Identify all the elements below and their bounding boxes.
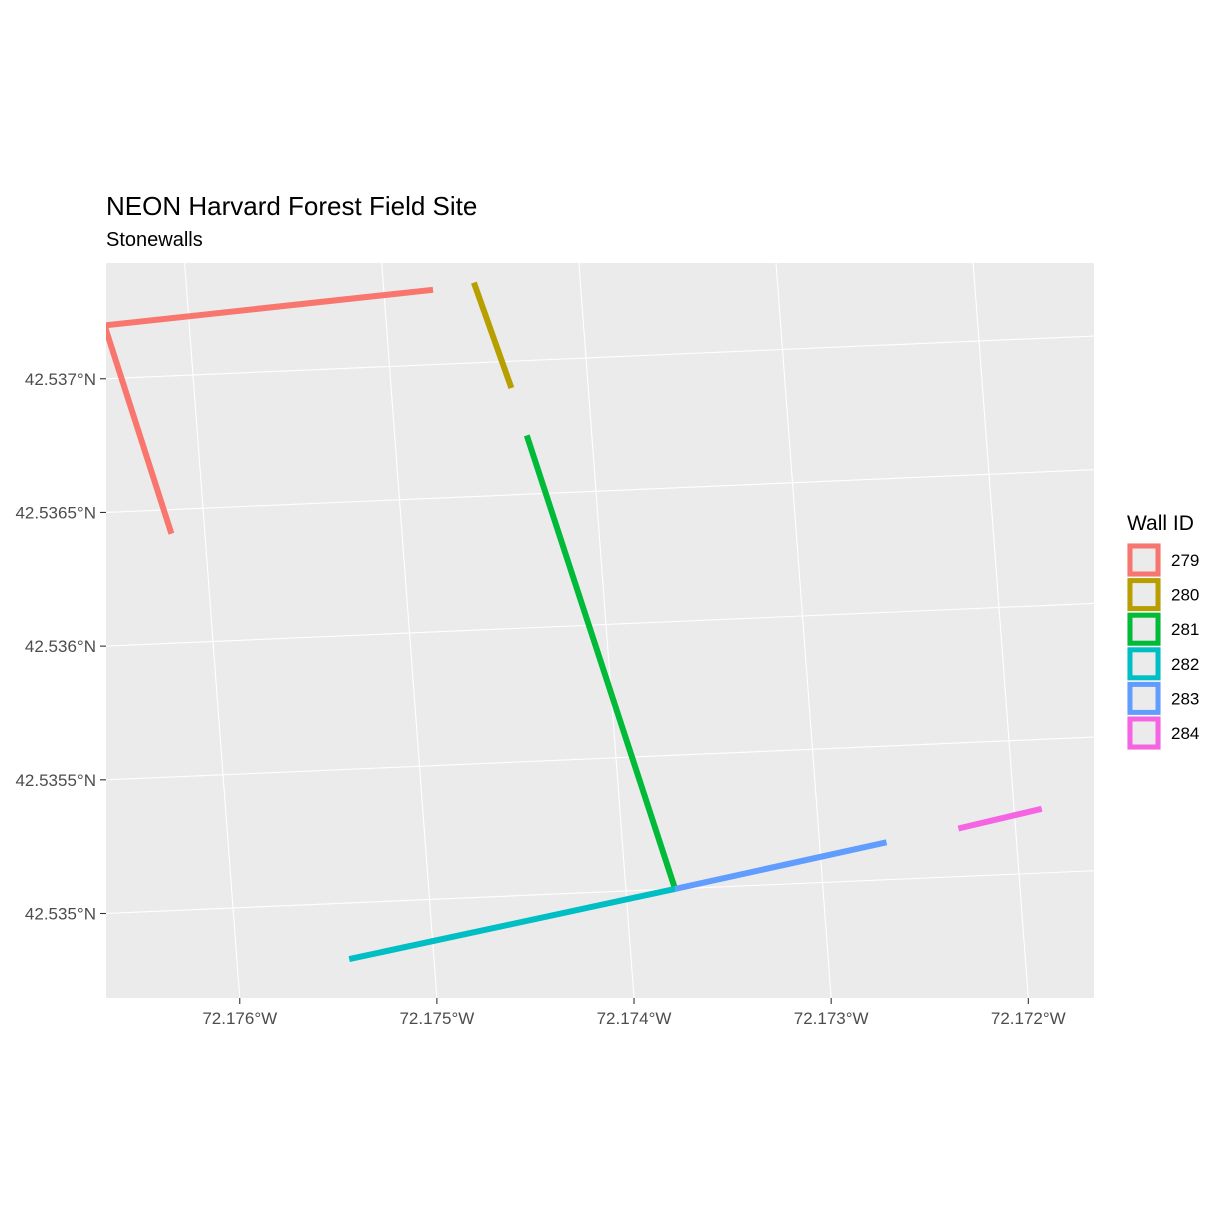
wall-281-line [523, 434, 678, 890]
chart-title: NEON Harvard Forest Field Site [106, 191, 477, 221]
legend-label-281: 281 [1171, 620, 1199, 639]
parallel-gridline [106, 736, 1094, 781]
plot-panel [106, 263, 1094, 998]
axes: 72.176°W 72.175°W 72.174°W 72.173°W 72.172°W… [15, 370, 1065, 1028]
graticule [106, 263, 1094, 998]
wall-279-line [106, 286, 434, 535]
y-tick-label: 42.535°N [25, 904, 96, 923]
legend-key-280 [1127, 578, 1161, 612]
x-tick-label: 72.172°W [991, 1009, 1066, 1028]
legend: Wall ID 279 280 281 282 283 284 [1127, 512, 1199, 750]
y-tick-label: 42.536°N [25, 637, 96, 656]
legend-key-279 [1127, 543, 1161, 577]
legend-key-283 [1127, 681, 1161, 715]
meridian-gridline [381, 263, 438, 998]
y-tick-label: 42.537°N [25, 370, 96, 389]
legend-title: Wall ID [1127, 512, 1194, 535]
wall-280-line [471, 281, 515, 390]
parallel-gridline [106, 335, 1094, 380]
wall-282-line [348, 885, 676, 963]
x-tick-label: 72.176°W [202, 1009, 277, 1028]
parallel-gridline [106, 469, 1094, 513]
legend-label-280: 280 [1171, 586, 1199, 605]
legend-key-281 [1127, 612, 1161, 646]
legend-label-284: 284 [1171, 724, 1199, 743]
wall-283-line [674, 839, 888, 892]
meridian-gridline [972, 263, 1029, 998]
legend-label-279: 279 [1171, 551, 1199, 570]
x-tick-label: 72.173°W [794, 1009, 869, 1028]
meridian-gridline [184, 263, 241, 998]
meridian-gridline [578, 263, 635, 998]
parallel-gridline [106, 870, 1094, 915]
legend-label-282: 282 [1171, 655, 1199, 674]
x-tick-label: 72.174°W [597, 1009, 672, 1028]
x-tick-label: 72.175°W [399, 1009, 474, 1028]
meridian-gridline [775, 263, 832, 998]
wall-284-line [957, 805, 1043, 832]
wall-lines [106, 281, 1043, 963]
y-tick-label: 42.5355°N [15, 771, 96, 790]
y-tick-label: 42.5365°N [15, 503, 96, 522]
legend-label-283: 283 [1171, 689, 1199, 708]
legend-key-284 [1127, 716, 1161, 750]
parallel-gridline [106, 602, 1094, 647]
legend-key-282 [1127, 647, 1161, 681]
chart-subtitle: Stonewalls [106, 229, 203, 251]
